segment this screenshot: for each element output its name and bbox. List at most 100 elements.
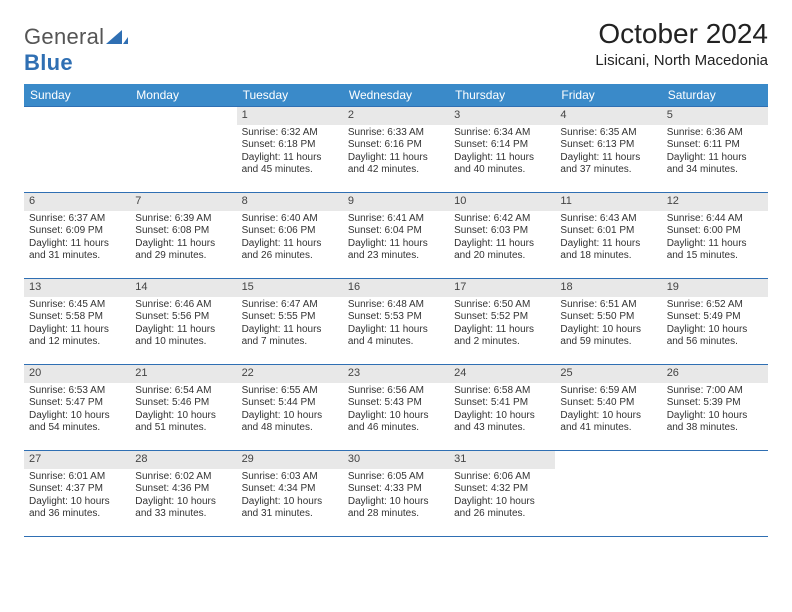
sunrise-line: Sunrise: 6:43 AM [560, 213, 656, 226]
daylight-line-2: and 28 minutes. [348, 508, 444, 521]
daylight-line-2: and 36 minutes. [29, 508, 125, 521]
calendar-day-cell: 7Sunrise: 6:39 AMSunset: 6:08 PMDaylight… [130, 193, 236, 279]
sunrise-line: Sunrise: 6:42 AM [454, 213, 550, 226]
day-details: Sunrise: 6:43 AMSunset: 6:01 PMDaylight:… [555, 211, 661, 267]
daylight-line-1: Daylight: 11 hours [560, 238, 656, 251]
sunrise-line: Sunrise: 6:50 AM [454, 299, 550, 312]
sunset-line: Sunset: 6:14 PM [454, 139, 550, 152]
sunrise-line: Sunrise: 6:46 AM [135, 299, 231, 312]
calendar-day-cell: 15Sunrise: 6:47 AMSunset: 5:55 PMDayligh… [237, 279, 343, 365]
daylight-line-2: and 54 minutes. [29, 422, 125, 435]
calendar-day-cell: .. [130, 107, 236, 193]
day-details: Sunrise: 6:40 AMSunset: 6:06 PMDaylight:… [237, 211, 343, 267]
sunset-line: Sunset: 5:40 PM [560, 397, 656, 410]
day-number: 6 [24, 193, 130, 211]
sunrise-line: Sunrise: 6:59 AM [560, 385, 656, 398]
calendar-day-cell: 16Sunrise: 6:48 AMSunset: 5:53 PMDayligh… [343, 279, 449, 365]
day-header: Monday [130, 84, 236, 107]
daylight-line-1: Daylight: 10 hours [667, 324, 763, 337]
day-details: Sunrise: 6:55 AMSunset: 5:44 PMDaylight:… [237, 383, 343, 439]
day-number: 2 [343, 107, 449, 125]
logo-word-1: General [24, 24, 104, 49]
day-number: 31 [449, 451, 555, 469]
calendar-day-cell: 3Sunrise: 6:34 AMSunset: 6:14 PMDaylight… [449, 107, 555, 193]
calendar-day-cell: 10Sunrise: 6:42 AMSunset: 6:03 PMDayligh… [449, 193, 555, 279]
daylight-line-1: Daylight: 10 hours [135, 410, 231, 423]
calendar-day-cell: 12Sunrise: 6:44 AMSunset: 6:00 PMDayligh… [662, 193, 768, 279]
day-details: Sunrise: 6:58 AMSunset: 5:41 PMDaylight:… [449, 383, 555, 439]
day-details: Sunrise: 6:01 AMSunset: 4:37 PMDaylight:… [24, 469, 130, 525]
calendar-week-row: 13Sunrise: 6:45 AMSunset: 5:58 PMDayligh… [24, 279, 768, 365]
daylight-line-1: Daylight: 11 hours [348, 152, 444, 165]
daylight-line-2: and 34 minutes. [667, 164, 763, 177]
daylight-line-2: and 15 minutes. [667, 250, 763, 263]
calendar-day-cell: 24Sunrise: 6:58 AMSunset: 5:41 PMDayligh… [449, 365, 555, 451]
daylight-line-2: and 31 minutes. [242, 508, 338, 521]
sunrise-line: Sunrise: 6:58 AM [454, 385, 550, 398]
calendar-day-cell: 11Sunrise: 6:43 AMSunset: 6:01 PMDayligh… [555, 193, 661, 279]
daylight-line-2: and 41 minutes. [560, 422, 656, 435]
sunset-line: Sunset: 5:58 PM [29, 311, 125, 324]
daylight-line-2: and 59 minutes. [560, 336, 656, 349]
calendar-day-cell: 25Sunrise: 6:59 AMSunset: 5:40 PMDayligh… [555, 365, 661, 451]
daylight-line-1: Daylight: 10 hours [242, 410, 338, 423]
daylight-line-2: and 10 minutes. [135, 336, 231, 349]
calendar-day-cell: 26Sunrise: 7:00 AMSunset: 5:39 PMDayligh… [662, 365, 768, 451]
calendar-table: SundayMondayTuesdayWednesdayThursdayFrid… [24, 84, 768, 537]
day-details: Sunrise: 6:54 AMSunset: 5:46 PMDaylight:… [130, 383, 236, 439]
logo-sail-icon [106, 24, 128, 50]
day-header: Wednesday [343, 84, 449, 107]
day-number: 10 [449, 193, 555, 211]
sunset-line: Sunset: 4:36 PM [135, 483, 231, 496]
daylight-line-1: Daylight: 11 hours [667, 238, 763, 251]
daylight-line-2: and 43 minutes. [454, 422, 550, 435]
sunrise-line: Sunrise: 6:32 AM [242, 127, 338, 140]
sunset-line: Sunset: 5:53 PM [348, 311, 444, 324]
sunset-line: Sunset: 6:00 PM [667, 225, 763, 238]
day-details: Sunrise: 6:35 AMSunset: 6:13 PMDaylight:… [555, 125, 661, 181]
sunset-line: Sunset: 5:56 PM [135, 311, 231, 324]
calendar-day-cell: 5Sunrise: 6:36 AMSunset: 6:11 PMDaylight… [662, 107, 768, 193]
daylight-line-2: and 26 minutes. [454, 508, 550, 521]
daylight-line-1: Daylight: 10 hours [348, 410, 444, 423]
daylight-line-2: and 29 minutes. [135, 250, 231, 263]
day-details: Sunrise: 6:05 AMSunset: 4:33 PMDaylight:… [343, 469, 449, 525]
sunrise-line: Sunrise: 6:02 AM [135, 471, 231, 484]
daylight-line-2: and 2 minutes. [454, 336, 550, 349]
day-number: 14 [130, 279, 236, 297]
day-number: 21 [130, 365, 236, 383]
day-details: Sunrise: 6:42 AMSunset: 6:03 PMDaylight:… [449, 211, 555, 267]
day-number: 13 [24, 279, 130, 297]
day-details: Sunrise: 7:00 AMSunset: 5:39 PMDaylight:… [662, 383, 768, 439]
sunrise-line: Sunrise: 6:56 AM [348, 385, 444, 398]
day-details: Sunrise: 6:02 AMSunset: 4:36 PMDaylight:… [130, 469, 236, 525]
day-details: Sunrise: 6:47 AMSunset: 5:55 PMDaylight:… [237, 297, 343, 353]
day-details: Sunrise: 6:41 AMSunset: 6:04 PMDaylight:… [343, 211, 449, 267]
day-details: Sunrise: 6:34 AMSunset: 6:14 PMDaylight:… [449, 125, 555, 181]
day-details: Sunrise: 6:56 AMSunset: 5:43 PMDaylight:… [343, 383, 449, 439]
calendar-day-cell: 1Sunrise: 6:32 AMSunset: 6:18 PMDaylight… [237, 107, 343, 193]
day-number: 8 [237, 193, 343, 211]
daylight-line-2: and 26 minutes. [242, 250, 338, 263]
daylight-line-1: Daylight: 11 hours [242, 324, 338, 337]
sunrise-line: Sunrise: 6:05 AM [348, 471, 444, 484]
day-details: Sunrise: 6:03 AMSunset: 4:34 PMDaylight:… [237, 469, 343, 525]
daylight-line-1: Daylight: 10 hours [135, 496, 231, 509]
sunrise-line: Sunrise: 6:47 AM [242, 299, 338, 312]
calendar-day-cell: 28Sunrise: 6:02 AMSunset: 4:36 PMDayligh… [130, 451, 236, 537]
daylight-line-2: and 37 minutes. [560, 164, 656, 177]
sunset-line: Sunset: 6:13 PM [560, 139, 656, 152]
sunset-line: Sunset: 6:11 PM [667, 139, 763, 152]
calendar-day-cell: 29Sunrise: 6:03 AMSunset: 4:34 PMDayligh… [237, 451, 343, 537]
daylight-line-1: Daylight: 10 hours [560, 324, 656, 337]
logo-word-2: Blue [24, 50, 73, 75]
sunrise-line: Sunrise: 6:48 AM [348, 299, 444, 312]
month-title: October 2024 [595, 18, 768, 50]
calendar-page: General Blue October 2024 Lisicani, Nort… [0, 0, 792, 612]
day-details: Sunrise: 6:50 AMSunset: 5:52 PMDaylight:… [449, 297, 555, 353]
sunrise-line: Sunrise: 6:41 AM [348, 213, 444, 226]
calendar-day-cell: 6Sunrise: 6:37 AMSunset: 6:09 PMDaylight… [24, 193, 130, 279]
calendar-week-row: 27Sunrise: 6:01 AMSunset: 4:37 PMDayligh… [24, 451, 768, 537]
sunset-line: Sunset: 5:43 PM [348, 397, 444, 410]
day-number: 7 [130, 193, 236, 211]
